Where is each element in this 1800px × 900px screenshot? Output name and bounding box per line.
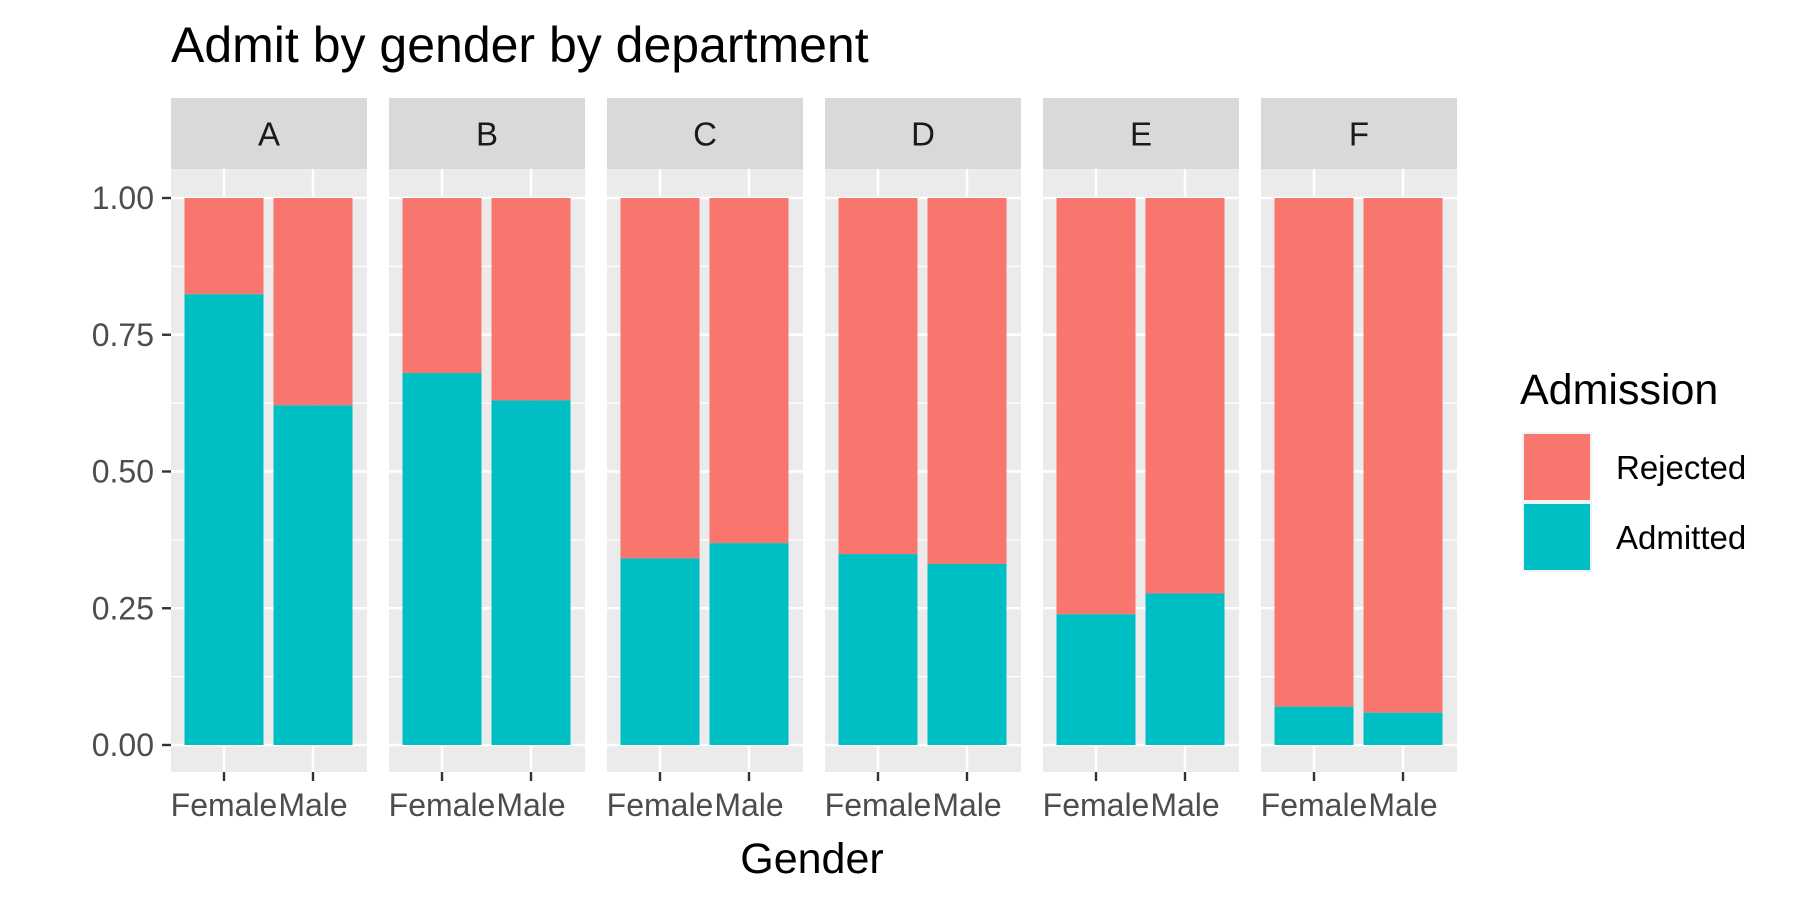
x-axis-title: Gender — [740, 835, 883, 883]
bar-rejected-c-male — [709, 198, 789, 544]
bar-rejected-f-male — [1363, 198, 1443, 713]
bar-admitted-a-female — [184, 294, 264, 745]
y-tick-label: 0.75 — [92, 317, 154, 353]
facet-strip-label: A — [258, 116, 280, 153]
bar-admitted-d-male — [927, 563, 1007, 745]
legend: Admission Rejected Admitted — [1520, 366, 1746, 572]
facet-strip-label: F — [1349, 116, 1369, 153]
bar-admitted-c-male — [709, 543, 789, 745]
bar-admitted-a-male — [273, 405, 353, 745]
facet-strip-c — [607, 98, 803, 169]
y-tick-label: 0.50 — [92, 454, 154, 490]
bar-admitted-d-female — [838, 554, 918, 745]
bar-rejected-d-male — [927, 198, 1007, 564]
facet-strip-label: B — [476, 116, 498, 153]
bar-admitted-b-female — [402, 373, 482, 745]
y-axis: 0.00 0.25 0.50 0.75 1.00 — [92, 180, 171, 763]
facet-strip-label: D — [911, 116, 935, 153]
x-tick-label: Male — [714, 787, 783, 823]
facet-strip-label: E — [1130, 116, 1152, 153]
legend-label: Admitted — [1616, 519, 1746, 556]
x-tick-label: Female — [1261, 787, 1368, 823]
facet-strip-d — [825, 98, 1021, 169]
facet-strip-f — [1261, 98, 1457, 169]
facet-panel-d: D Female Male — [825, 98, 1021, 823]
facet-strip-a — [171, 98, 367, 169]
x-tick-label: Female — [607, 787, 714, 823]
legend-item-admitted: Admitted — [1522, 502, 1746, 572]
facet-panel-e: E Female Male — [1043, 98, 1239, 823]
y-tick-label: 0.25 — [92, 590, 154, 626]
x-tick-label: Male — [496, 787, 565, 823]
chart-title: Admit by gender by department — [171, 17, 869, 73]
bar-admitted-c-female — [620, 558, 700, 745]
x-tick-label: Male — [932, 787, 1001, 823]
bar-admitted-f-female — [1274, 706, 1354, 745]
x-tick-label: Female — [825, 787, 932, 823]
bar-rejected-d-female — [838, 198, 918, 555]
legend-item-rejected: Rejected — [1522, 432, 1746, 502]
facet-panel-f: F Female Male — [1261, 98, 1457, 823]
x-tick-label: Male — [1368, 787, 1437, 823]
x-tick-label: Female — [171, 787, 278, 823]
bar-rejected-b-male — [491, 198, 571, 401]
x-tick-label: Female — [1043, 787, 1150, 823]
x-tick-label: Female — [389, 787, 496, 823]
bar-rejected-c-female — [620, 198, 700, 559]
facet-strip-b — [389, 98, 585, 169]
legend-label: Rejected — [1616, 449, 1746, 486]
bar-rejected-e-female — [1056, 198, 1136, 615]
bar-rejected-a-male — [273, 198, 353, 406]
facet-panel-b: B Female Male — [389, 98, 585, 823]
bar-admitted-b-male — [491, 400, 571, 745]
legend-swatch-admitted — [1524, 504, 1590, 570]
bar-rejected-e-male — [1145, 198, 1225, 594]
y-tick-label: 0.00 — [92, 727, 154, 763]
bar-admitted-f-male — [1363, 712, 1443, 745]
facet-strip-e — [1043, 98, 1239, 169]
legend-swatch-rejected — [1524, 434, 1590, 500]
x-tick-label: Male — [1150, 787, 1219, 823]
facet-panel-c: C Female Male — [607, 98, 803, 823]
x-tick-label: Male — [278, 787, 347, 823]
bar-admitted-e-male — [1145, 593, 1225, 745]
bar-rejected-f-female — [1274, 198, 1354, 707]
bar-rejected-a-female — [184, 198, 264, 295]
facet-strip-label: C — [693, 116, 717, 153]
facet-panel-a: A Female Male — [171, 98, 367, 823]
bar-rejected-b-female — [402, 198, 482, 374]
bar-admitted-e-female — [1056, 614, 1136, 745]
y-tick-label: 1.00 — [92, 180, 154, 216]
legend-title: Admission — [1520, 366, 1718, 414]
